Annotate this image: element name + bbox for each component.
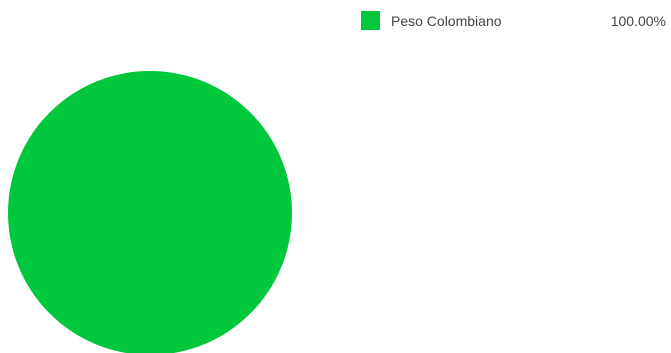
- legend-percentage: 100.00%: [611, 13, 666, 29]
- pie-slices: [8, 71, 292, 353]
- pie-slice[interactable]: [8, 71, 292, 353]
- legend-series-name: Peso Colombiano: [391, 13, 502, 29]
- legend-swatch: [361, 11, 380, 30]
- legend: Peso Colombiano 100.00%: [361, 11, 666, 30]
